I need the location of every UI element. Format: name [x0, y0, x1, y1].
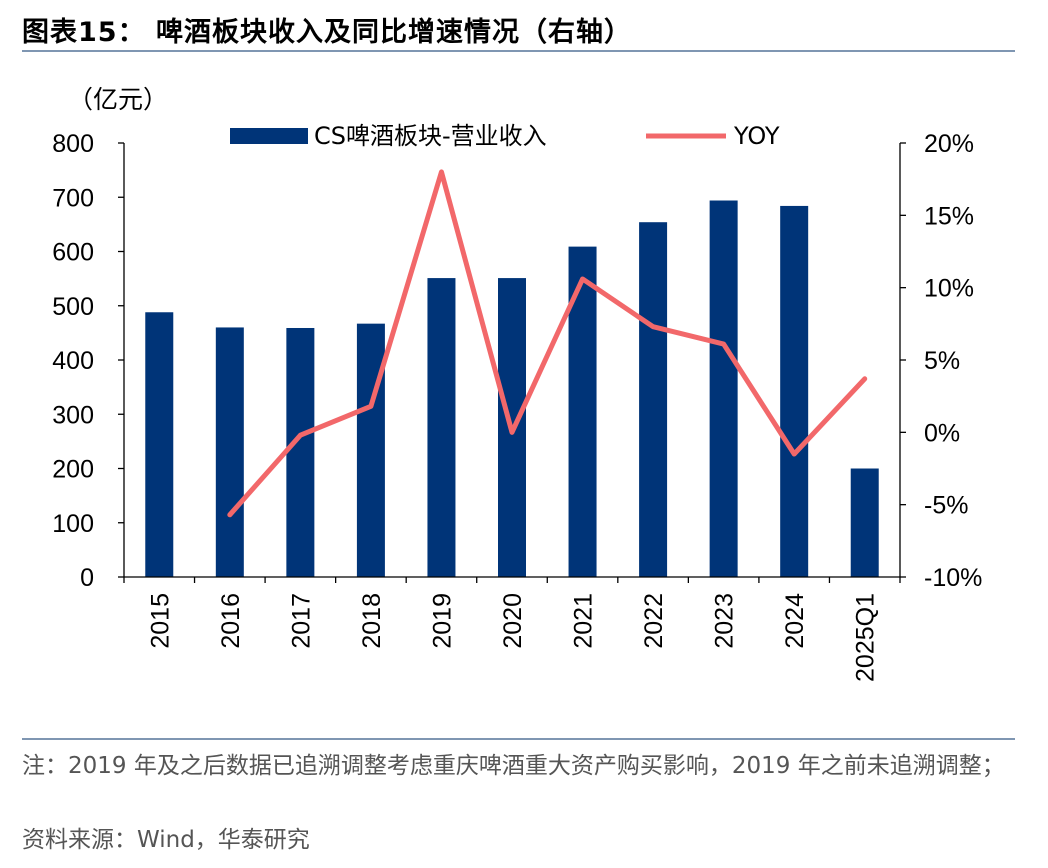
bar-2019	[427, 278, 456, 577]
revenue-bars	[145, 200, 879, 577]
bar-2023	[709, 200, 738, 577]
left-tick-label: 100	[52, 510, 94, 538]
x-label-2017: 2017	[287, 593, 315, 649]
right-axis: -10% -5% 0% 5% 10% 15% 20%	[900, 130, 982, 592]
bar-2017	[286, 327, 315, 577]
x-axis-labels: 2015 2016 2017 2018 2019 2020 2021 2022 2023 2024…	[146, 593, 879, 682]
bar-2016	[215, 327, 244, 577]
x-label-2018: 2018	[358, 593, 386, 649]
left-tick-label: 700	[52, 184, 94, 212]
bar-2022	[639, 222, 668, 577]
yoy-line	[227, 169, 868, 518]
bar-2025Q1	[850, 468, 879, 577]
right-tick-label: 5%	[924, 347, 960, 375]
left-tick-label: 800	[52, 130, 94, 158]
left-tick-label: 200	[52, 456, 94, 484]
x-label-2020: 2020	[499, 593, 527, 649]
left-tick-label: 0	[80, 564, 94, 592]
axes-lines	[123, 143, 901, 583]
yoy-series-line	[227, 169, 868, 518]
legend-label-revenue: CS啤酒板块-营业收入	[314, 122, 547, 150]
right-tick-label: -5%	[924, 492, 968, 520]
legend: CS啤酒板块-营业收入 YOY	[230, 122, 780, 150]
x-label-2016: 2016	[217, 593, 245, 649]
x-label-2022: 2022	[640, 593, 668, 649]
right-tick-label: 10%	[924, 275, 974, 303]
bar-2018	[356, 323, 385, 577]
bar-2015	[145, 312, 174, 577]
x-label-2024: 2024	[781, 593, 809, 649]
legend-swatch-revenue	[230, 128, 308, 144]
x-label-2019: 2019	[428, 593, 456, 649]
footnote: 注：2019 年及之后数据已追溯调整考虑重庆啤酒重大资产购买影响，2019 年之…	[22, 753, 1005, 779]
bar-2024	[780, 205, 809, 577]
left-tick-label: 500	[52, 293, 94, 321]
right-tick-label: -10%	[924, 564, 982, 592]
right-tick-label: 0%	[924, 419, 960, 447]
x-label-2021: 2021	[570, 593, 598, 649]
source-note: 资料来源：Wind，华泰研究	[22, 827, 310, 853]
notes-divider	[22, 738, 1015, 740]
figure-title: 图表15： 啤酒板块收入及同比增速情况（右轴）	[22, 17, 632, 48]
left-tick-label: 400	[52, 347, 94, 375]
legend-label-yoy: YOY	[733, 122, 780, 150]
left-tick-label: 600	[52, 239, 94, 267]
right-tick-label: 20%	[924, 130, 974, 158]
x-label-2025Q1: 2025Q1	[852, 593, 880, 682]
x-label-2023: 2023	[711, 593, 739, 649]
title-divider	[22, 50, 1015, 52]
left-tick-label: 300	[52, 401, 94, 429]
y-axis-unit: （亿元）	[68, 86, 168, 114]
left-axis: 0 100 200 300 400 500 600 700 800	[52, 130, 124, 592]
right-tick-label: 15%	[924, 202, 974, 230]
chart: （亿元） 0 100 200 300 400 500 600 700 800 -10% -5% 0%…	[52, 86, 982, 682]
x-label-2015: 2015	[146, 593, 174, 649]
